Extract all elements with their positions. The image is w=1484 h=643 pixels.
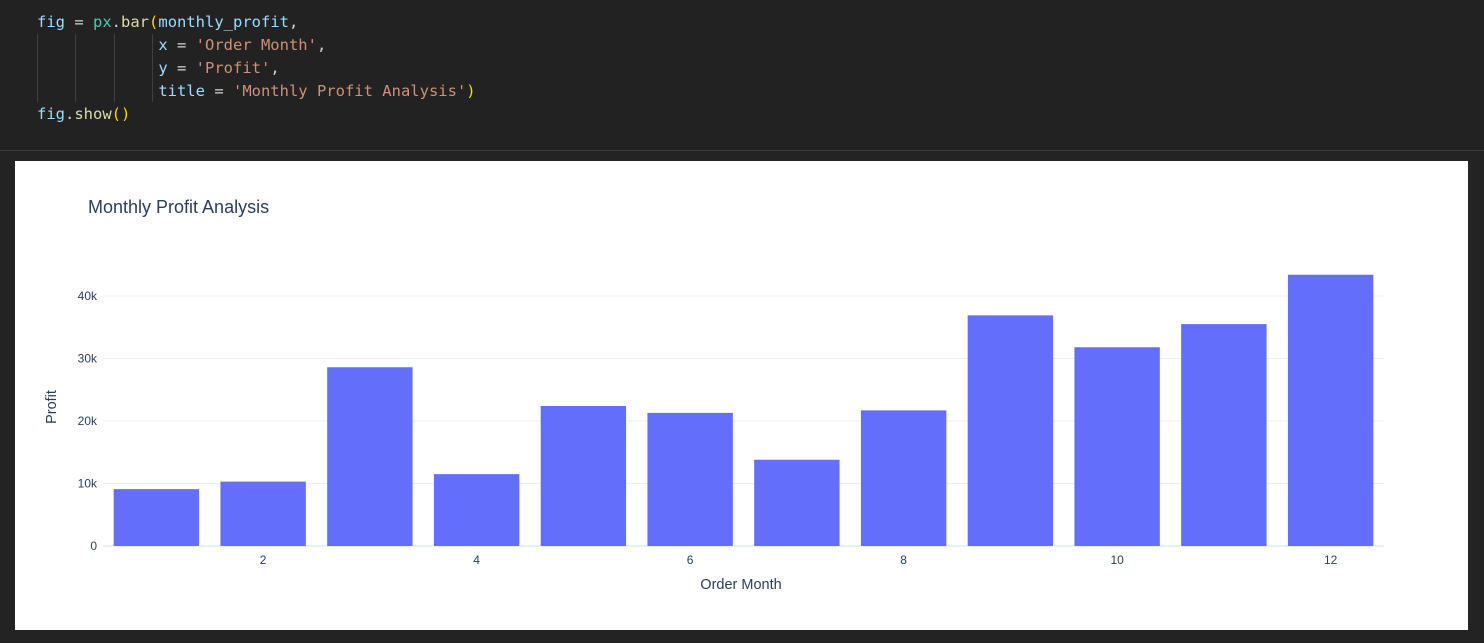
- code-token: ): [466, 82, 476, 100]
- x-tick-label: 10: [1110, 553, 1124, 567]
- code-token: y: [37, 59, 168, 77]
- bar[interactable]: [113, 489, 200, 546]
- code-token: show: [74, 105, 112, 123]
- indent-guide: [75, 34, 76, 102]
- x-tick-label: 2: [260, 553, 267, 567]
- code-token: .: [65, 105, 75, 123]
- code-token: =: [204, 82, 233, 100]
- x-tick-label: 4: [473, 553, 480, 567]
- indent-guide: [37, 34, 38, 102]
- bar[interactable]: [433, 474, 520, 546]
- bars: [113, 274, 1374, 546]
- y-tick-label: 0: [90, 539, 97, 553]
- indent-guide: [114, 34, 115, 102]
- code-token: title: [37, 82, 205, 100]
- axis-ticks: 0 10k 20k 30k 40k 2 4 6 8 10 12: [78, 289, 1338, 567]
- bar[interactable]: [860, 410, 947, 546]
- bar[interactable]: [1287, 274, 1374, 546]
- code-token: ,: [289, 13, 299, 31]
- y-tick-label: 40k: [78, 289, 98, 303]
- bar[interactable]: [647, 412, 733, 546]
- plotly-figure[interactable]: 0 10k 20k 30k 40k 2 4 6 8 10 12 Monthly Profit Ana…: [15, 161, 1468, 630]
- y-tick-label: 20k: [78, 414, 98, 428]
- code-token: =: [167, 59, 196, 77]
- code-token: px: [93, 13, 112, 31]
- code-token: =: [65, 13, 93, 31]
- code-token: fig: [37, 105, 65, 123]
- code-line: fig = px.bar(monthly_profit,: [37, 11, 298, 34]
- code-token: bar: [121, 13, 150, 31]
- code-token: ,: [316, 36, 327, 54]
- cell-output: 0 10k 20k 30k 40k 2 4 6 8 10 12 Monthly Profit Ana…: [0, 151, 1484, 643]
- x-tick-label: 12: [1324, 553, 1338, 567]
- gridlines: [103, 295, 1384, 547]
- code-token: 'Monthly Profit Analysis': [232, 82, 467, 100]
- code-token: 'Order Month': [195, 36, 317, 54]
- bar[interactable]: [540, 406, 627, 546]
- code-line: x = 'Order Month',: [37, 34, 326, 57]
- x-tick-label: 8: [900, 553, 907, 567]
- code-cell[interactable]: fig = px.bar(monthly_profit, x = 'Order …: [0, 0, 1484, 151]
- bar-chart[interactable]: 0 10k 20k 30k 40k 2 4 6 8 10 12 Monthly Profit Ana…: [15, 161, 1468, 630]
- code-token: 'Profit': [195, 59, 271, 77]
- bar[interactable]: [754, 459, 840, 546]
- indent-guide: [152, 34, 153, 102]
- bar[interactable]: [967, 315, 1054, 546]
- code-token: .: [111, 13, 122, 31]
- code-line: fig.show(): [37, 103, 130, 126]
- code-token: x: [37, 36, 168, 54]
- bar[interactable]: [327, 367, 413, 546]
- code-line: y = 'Profit',: [37, 57, 280, 80]
- y-tick-label: 10k: [78, 477, 98, 491]
- bar[interactable]: [1181, 324, 1267, 546]
- x-tick-label: 6: [687, 553, 694, 567]
- x-axis-label: Order Month: [700, 577, 781, 593]
- code-token: =: [167, 36, 196, 54]
- code-token: (: [149, 13, 159, 31]
- code-token: monthly_profit: [158, 13, 290, 31]
- bar[interactable]: [220, 481, 306, 546]
- y-tick-label: 30k: [78, 352, 98, 366]
- code-token: ,: [270, 59, 280, 77]
- code-token: fig: [37, 13, 65, 31]
- code-line: title = 'Monthly Profit Analysis'): [37, 80, 476, 103]
- y-axis-label: Profit: [44, 390, 60, 424]
- bar[interactable]: [1074, 347, 1160, 546]
- chart-title: Monthly Profit Analysis: [88, 197, 269, 217]
- code-token: (): [111, 105, 131, 123]
